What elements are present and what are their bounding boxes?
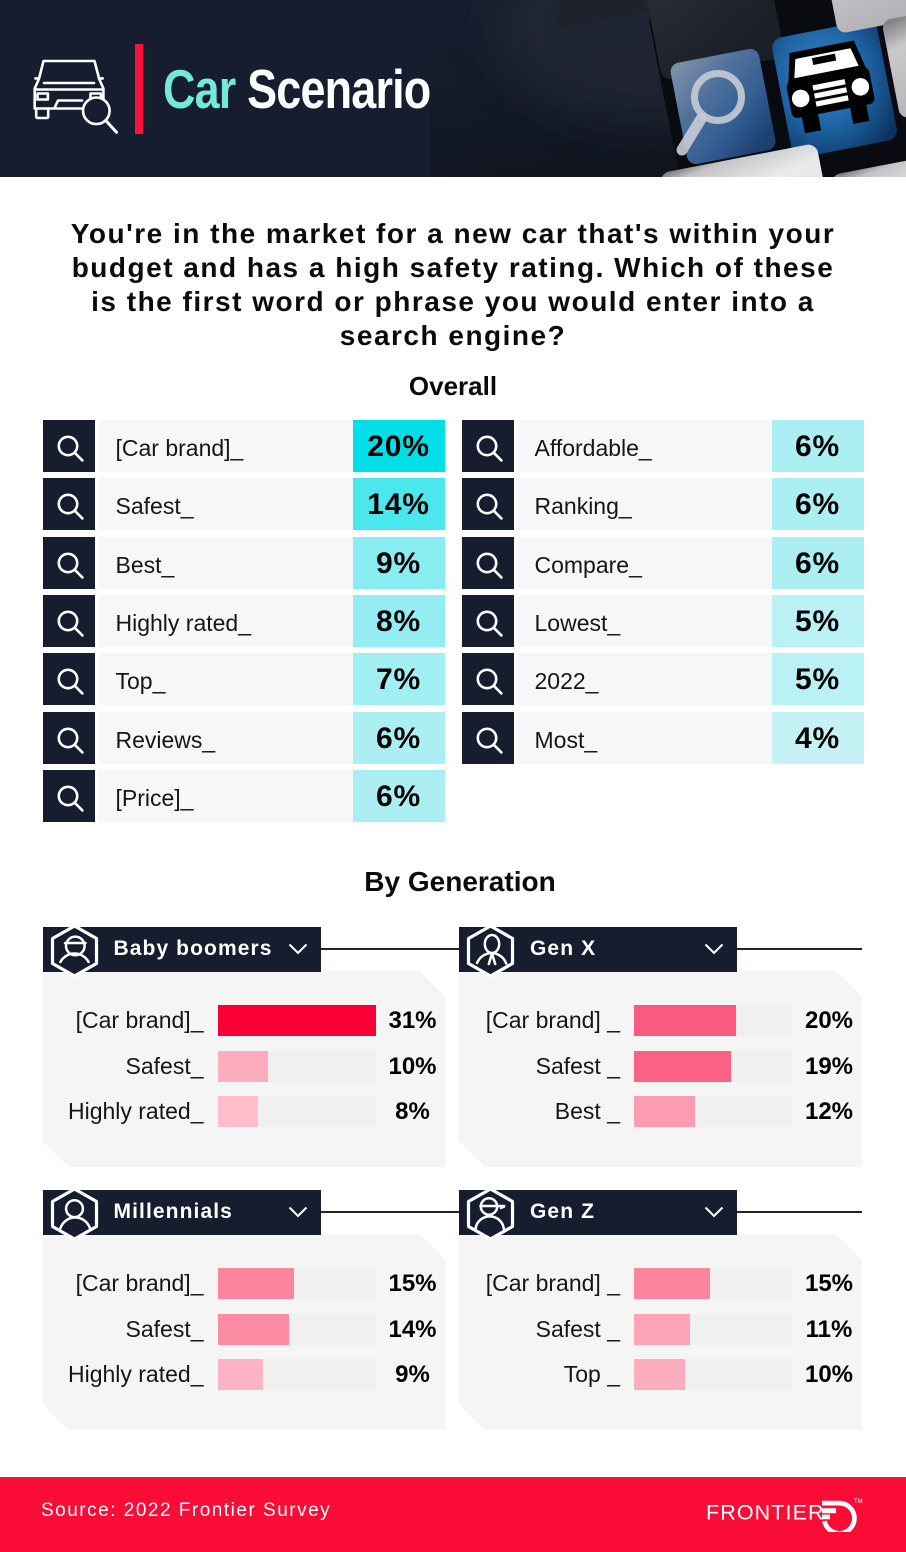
svg-text:TM: TM bbox=[854, 1499, 863, 1505]
svg-text:FRONTIER: FRONTIER bbox=[706, 1501, 825, 1525]
